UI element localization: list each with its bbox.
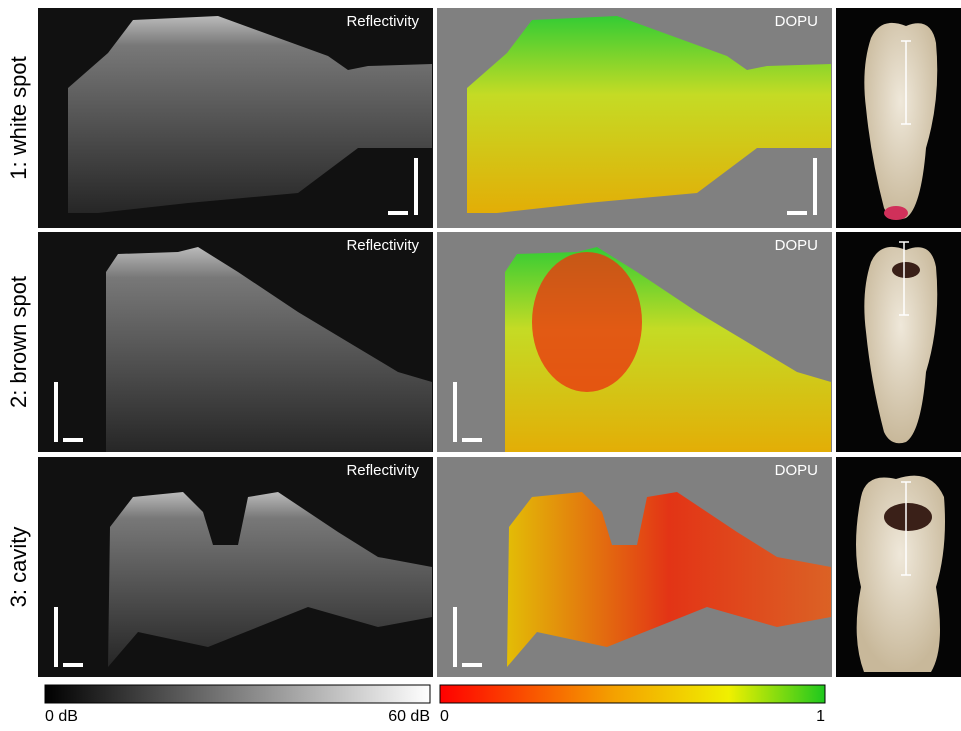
colorbar-max-label: 60 dB (388, 708, 430, 725)
dopu-panel: DOPU (437, 232, 832, 452)
panel-label: DOPU (775, 462, 818, 479)
dopu-panel: DOPU (437, 457, 832, 677)
row-label: 1: white spot (6, 56, 31, 180)
colorbar (440, 685, 825, 703)
lesion (892, 262, 920, 278)
lesion (884, 503, 932, 531)
tooth-photo (836, 457, 961, 677)
figure: 1: white spot Reflectivity DOPU 2: brown sp… (0, 0, 961, 726)
colorbar-min-label: 0 dB (45, 708, 78, 725)
reflectivity-panel: Reflectivity (38, 457, 433, 677)
panel-label: Reflectivity (346, 237, 419, 254)
colorbar (45, 685, 430, 703)
reflectivity-panel: Reflectivity (38, 8, 433, 228)
panel-label: DOPU (775, 13, 818, 30)
colorbar-min-label: 0 (440, 708, 449, 725)
row-label: 3: cavity (6, 527, 31, 608)
panel-label: Reflectivity (346, 13, 419, 30)
tooth-root-stain (884, 206, 908, 220)
reflectivity-panel: Reflectivity (38, 232, 433, 452)
colorbar-max-label: 1 (816, 708, 825, 725)
dopu-panel: DOPU (437, 8, 832, 228)
tooth-photo (836, 8, 961, 228)
panel-label: Reflectivity (346, 462, 419, 479)
tooth-photo (836, 232, 961, 452)
demineralized-region (532, 252, 642, 392)
panel-label: DOPU (775, 237, 818, 254)
row-label: 2: brown spot (6, 276, 31, 408)
